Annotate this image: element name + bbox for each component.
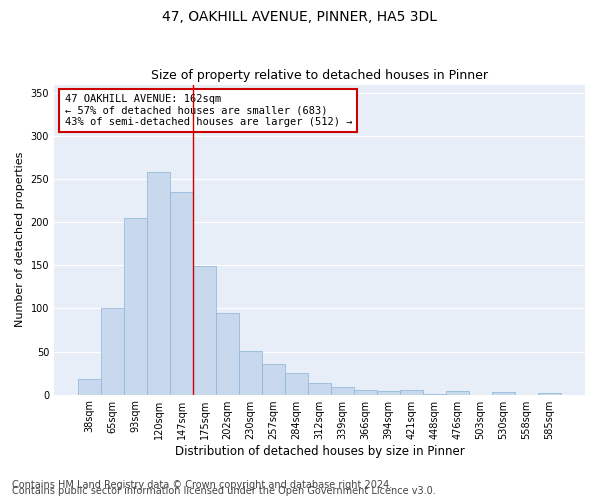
Bar: [377, 391, 400, 394]
Bar: [147, 172, 170, 394]
Bar: [538, 393, 561, 394]
Bar: [492, 392, 515, 394]
Text: Contains public sector information licensed under the Open Government Licence v3: Contains public sector information licen…: [12, 486, 436, 496]
Bar: [78, 379, 101, 394]
Text: 47, OAKHILL AVENUE, PINNER, HA5 3DL: 47, OAKHILL AVENUE, PINNER, HA5 3DL: [163, 10, 437, 24]
Bar: [216, 313, 239, 394]
Bar: [124, 218, 147, 394]
Bar: [170, 192, 193, 394]
Text: Contains HM Land Registry data © Crown copyright and database right 2024.: Contains HM Land Registry data © Crown c…: [12, 480, 392, 490]
Bar: [400, 390, 423, 394]
Y-axis label: Number of detached properties: Number of detached properties: [15, 152, 25, 328]
Bar: [193, 266, 216, 394]
X-axis label: Distribution of detached houses by size in Pinner: Distribution of detached houses by size …: [175, 444, 464, 458]
Title: Size of property relative to detached houses in Pinner: Size of property relative to detached ho…: [151, 69, 488, 82]
Text: 47 OAKHILL AVENUE: 162sqm
← 57% of detached houses are smaller (683)
43% of semi: 47 OAKHILL AVENUE: 162sqm ← 57% of detac…: [65, 94, 352, 127]
Bar: [354, 390, 377, 394]
Bar: [262, 364, 285, 394]
Bar: [446, 391, 469, 394]
Bar: [331, 387, 354, 394]
Bar: [239, 350, 262, 395]
Bar: [308, 384, 331, 394]
Bar: [101, 308, 124, 394]
Bar: [285, 373, 308, 394]
